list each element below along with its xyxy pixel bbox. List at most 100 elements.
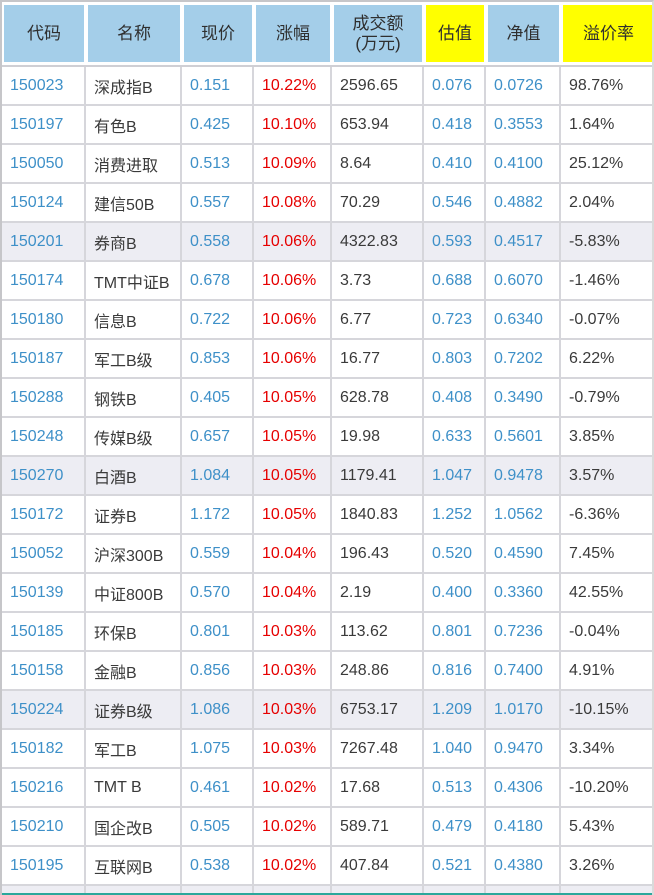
partial-cell (2, 886, 86, 893)
current-price: 0.151 (182, 67, 254, 104)
turnover-value: 653.94 (332, 106, 424, 143)
net-value: 0.9478 (486, 457, 561, 494)
current-price: 1.084 (182, 457, 254, 494)
fund-code-link[interactable]: 150052 (2, 535, 86, 572)
valuation-estimate: 0.816 (424, 652, 486, 689)
fund-name: 信息B (86, 301, 182, 338)
fund-code-link[interactable]: 150248 (2, 418, 86, 455)
fund-code-link[interactable]: 150124 (2, 184, 86, 221)
premium-rate: -0.79% (569, 388, 620, 406)
current-price: 0.722 (182, 301, 254, 338)
turnover-value: 1179.41 (332, 457, 424, 494)
fund-code-link[interactable]: 150270 (2, 457, 86, 494)
fund-name: 白酒B (86, 457, 182, 494)
premium-rate: 25.12% (569, 154, 624, 172)
fund-name: TMT B (86, 769, 182, 806)
net-value: 0.4517 (486, 223, 561, 260)
premium-rate: 3.57% (569, 466, 615, 484)
fund-name: 消费进取 (86, 145, 182, 182)
column-header-label: 估值 (438, 23, 472, 43)
fund-code-link[interactable]: 150139 (2, 574, 86, 611)
premium-rate: 5.43% (569, 817, 615, 835)
valuation-estimate: 0.520 (424, 535, 486, 572)
turnover-value: 70.29 (332, 184, 424, 221)
turnover-value: 3.73 (332, 262, 424, 299)
net-value: 0.6340 (486, 301, 561, 338)
turnover-value: 248.86 (332, 652, 424, 689)
fund-code-link[interactable]: 150174 (2, 262, 86, 299)
column-header-price[interactable]: 现价 (184, 5, 256, 65)
column-header-label: 涨幅 (276, 23, 310, 43)
fund-code-link[interactable]: 150224 (2, 691, 86, 728)
net-value: 0.3553 (486, 106, 561, 143)
table-row: 150182 军工B 1.075 10.03% 7267.48 1.040 0.… (2, 730, 652, 769)
column-header-turnover[interactable]: 成交额 (万元) (334, 5, 426, 65)
fund-code-link[interactable]: 150210 (2, 808, 86, 845)
change-percent: 10.09% (254, 145, 332, 182)
fund-code-link[interactable]: 150201 (2, 223, 86, 260)
column-header-name[interactable]: 名称 (88, 5, 184, 65)
change-percent: 10.05% (254, 457, 332, 494)
change-percent: 10.06% (254, 262, 332, 299)
column-header-change[interactable]: 涨幅 (256, 5, 334, 65)
fund-code-link[interactable]: 150050 (2, 145, 86, 182)
premium-rate: -1.46% (569, 271, 620, 289)
column-header-sublabel: (万元) (355, 33, 401, 53)
fund-code-link[interactable]: 150182 (2, 730, 86, 767)
table-header-row: 代码 名称 现价 涨幅 成交额 (万元) 估值 净值 溢价率 (2, 2, 652, 67)
fund-code-link[interactable]: 150172 (2, 496, 86, 533)
valuation-estimate: 0.593 (424, 223, 486, 260)
fund-code-link[interactable]: 150288 (2, 379, 86, 416)
table-row: 150288 钢铁B 0.405 10.05% 628.78 0.408 0.3… (2, 379, 652, 418)
fund-code-link[interactable]: 150197 (2, 106, 86, 143)
table-row: 150248 传媒B级 0.657 10.05% 19.98 0.633 0.5… (2, 418, 652, 457)
valuation-estimate: 0.688 (424, 262, 486, 299)
valuation-estimate: 0.546 (424, 184, 486, 221)
premium-rate: 1.64% (569, 115, 615, 133)
change-percent: 10.03% (254, 613, 332, 650)
turnover-value: 6.77 (332, 301, 424, 338)
turnover-value: 8.64 (332, 145, 424, 182)
premium-rate: 3.26% (569, 856, 615, 874)
fund-code-link[interactable]: 150158 (2, 652, 86, 689)
valuation-estimate: 0.803 (424, 340, 486, 377)
premium-rate: 4.91% (569, 661, 615, 679)
valuation-estimate: 0.479 (424, 808, 486, 845)
change-percent: 10.04% (254, 535, 332, 572)
column-header-premium[interactable]: 溢价率 (563, 5, 652, 65)
fund-code-link[interactable]: 150180 (2, 301, 86, 338)
fund-code-link[interactable]: 150023 (2, 67, 86, 104)
change-percent: 10.05% (254, 496, 332, 533)
fund-code-link[interactable]: 150195 (2, 847, 86, 884)
change-percent: 10.06% (254, 223, 332, 260)
column-header-valuation[interactable]: 估值 (426, 5, 488, 65)
valuation-estimate: 0.723 (424, 301, 486, 338)
fund-name: 证券B级 (86, 691, 182, 728)
net-value: 0.4380 (486, 847, 561, 884)
current-price: 0.678 (182, 262, 254, 299)
fund-code-link[interactable]: 150216 (2, 769, 86, 806)
valuation-estimate: 0.410 (424, 145, 486, 182)
change-percent: 10.04% (254, 574, 332, 611)
change-percent: 10.03% (254, 691, 332, 728)
turnover-value: 589.71 (332, 808, 424, 845)
fund-code-link[interactable]: 150185 (2, 613, 86, 650)
net-value: 0.4882 (486, 184, 561, 221)
change-percent: 10.05% (254, 418, 332, 455)
net-value: 0.5601 (486, 418, 561, 455)
column-header-label: 成交额 (352, 13, 404, 33)
valuation-estimate: 0.400 (424, 574, 486, 611)
change-percent: 10.08% (254, 184, 332, 221)
valuation-estimate: 0.521 (424, 847, 486, 884)
fund-code-link[interactable]: 150187 (2, 340, 86, 377)
current-price: 1.086 (182, 691, 254, 728)
column-header-nav[interactable]: 净值 (488, 5, 563, 65)
net-value: 0.4306 (486, 769, 561, 806)
fund-name: 环保B (86, 613, 182, 650)
valuation-estimate: 1.040 (424, 730, 486, 767)
column-header-code[interactable]: 代码 (4, 5, 88, 65)
table-row: 150023 深成指B 0.151 10.22% 2596.65 0.076 0… (2, 67, 652, 106)
fund-name: 互联网B (86, 847, 182, 884)
table-body: 150023 深成指B 0.151 10.22% 2596.65 0.076 0… (2, 67, 652, 886)
